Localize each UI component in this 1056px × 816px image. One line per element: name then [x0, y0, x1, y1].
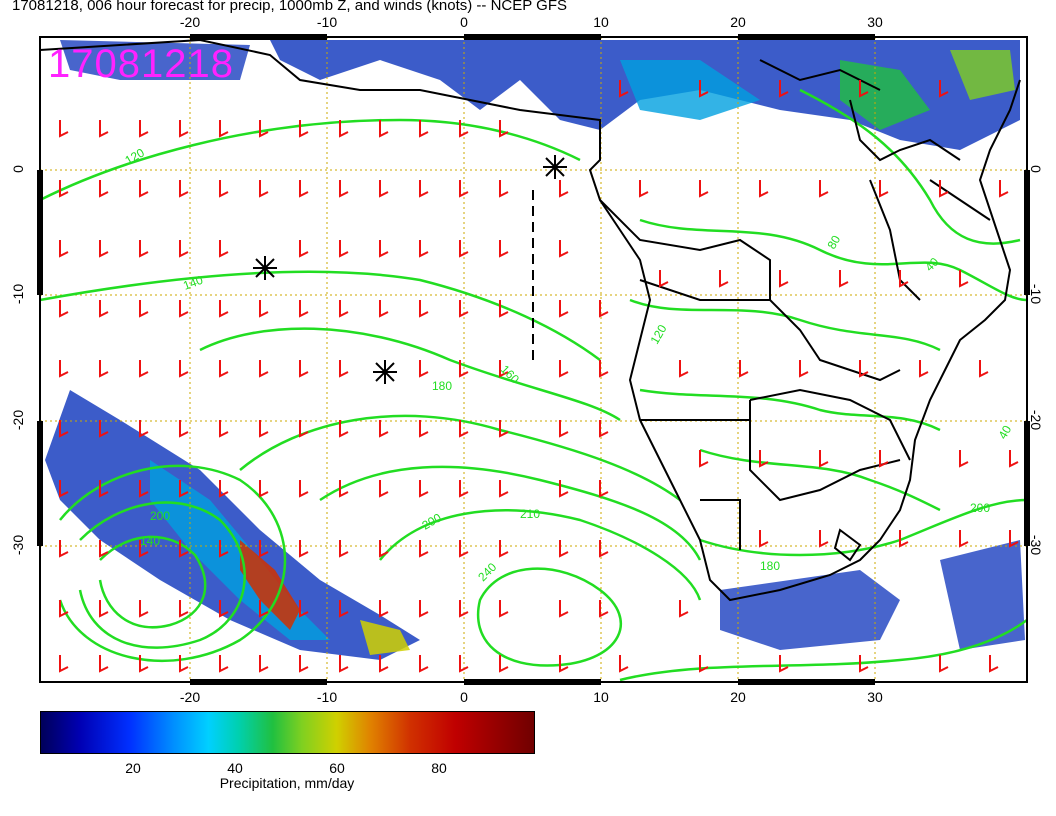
pressure-center-markers — [253, 155, 567, 384]
lat-tick-right: -10 — [1028, 283, 1045, 305]
colorbar-tick: 20 — [125, 760, 141, 776]
lat-tick-left: 0 — [9, 165, 26, 173]
geopotential-contours — [39, 88, 1028, 682]
contour-label: 140 — [140, 534, 160, 548]
wind-barbs — [59, 80, 1019, 673]
lon-tick-bottom: 10 — [593, 689, 609, 705]
lat-tick-right: -20 — [1028, 409, 1045, 431]
colorbar-tick: 60 — [329, 760, 345, 776]
lon-tick-top: 20 — [730, 14, 746, 30]
precip-colorbar — [40, 711, 535, 754]
lon-tick-bottom: -10 — [316, 689, 338, 705]
contour-label: 80 — [824, 233, 843, 252]
lat-tick-right: 0 — [1027, 165, 1044, 173]
contour-label: 210 — [520, 507, 540, 521]
lon-tick-bottom: -20 — [179, 689, 201, 705]
contour-label: 180 — [432, 379, 452, 393]
contour-label: 40 — [995, 423, 1014, 442]
lon-tick-bottom: 30 — [867, 689, 883, 705]
lat-tick-right: -30 — [1028, 534, 1045, 556]
contour-label: 180 — [760, 559, 780, 573]
lon-tick-bottom: 0 — [460, 689, 468, 705]
contour-label: 140 — [181, 273, 205, 293]
coastlines — [39, 38, 1021, 602]
lon-tick-top: 30 — [867, 14, 883, 30]
lon-tick-top: 0 — [460, 14, 468, 30]
map-title: 17081218, 006 hour forecast for precip, … — [12, 0, 567, 14]
timestamp-stamp: 17081218 — [48, 42, 234, 86]
lon-tick-top: -20 — [179, 14, 201, 30]
lat-tick-left: -10 — [10, 283, 27, 305]
contour-label: 200 — [970, 501, 990, 515]
colorbar-tick: 80 — [431, 760, 447, 776]
lon-tick-bottom: 20 — [730, 689, 746, 705]
lat-tick-left: -30 — [10, 534, 27, 556]
contour-label: 200 — [150, 509, 170, 523]
lon-tick-top: 10 — [593, 14, 609, 30]
axis-edge-bars — [37, 34, 1030, 685]
colorbar-tick: 40 — [227, 760, 243, 776]
lat-tick-left: -20 — [10, 409, 27, 431]
lon-tick-top: -10 — [316, 14, 338, 30]
colorbar-label: Precipitation, mm/day — [219, 775, 355, 791]
